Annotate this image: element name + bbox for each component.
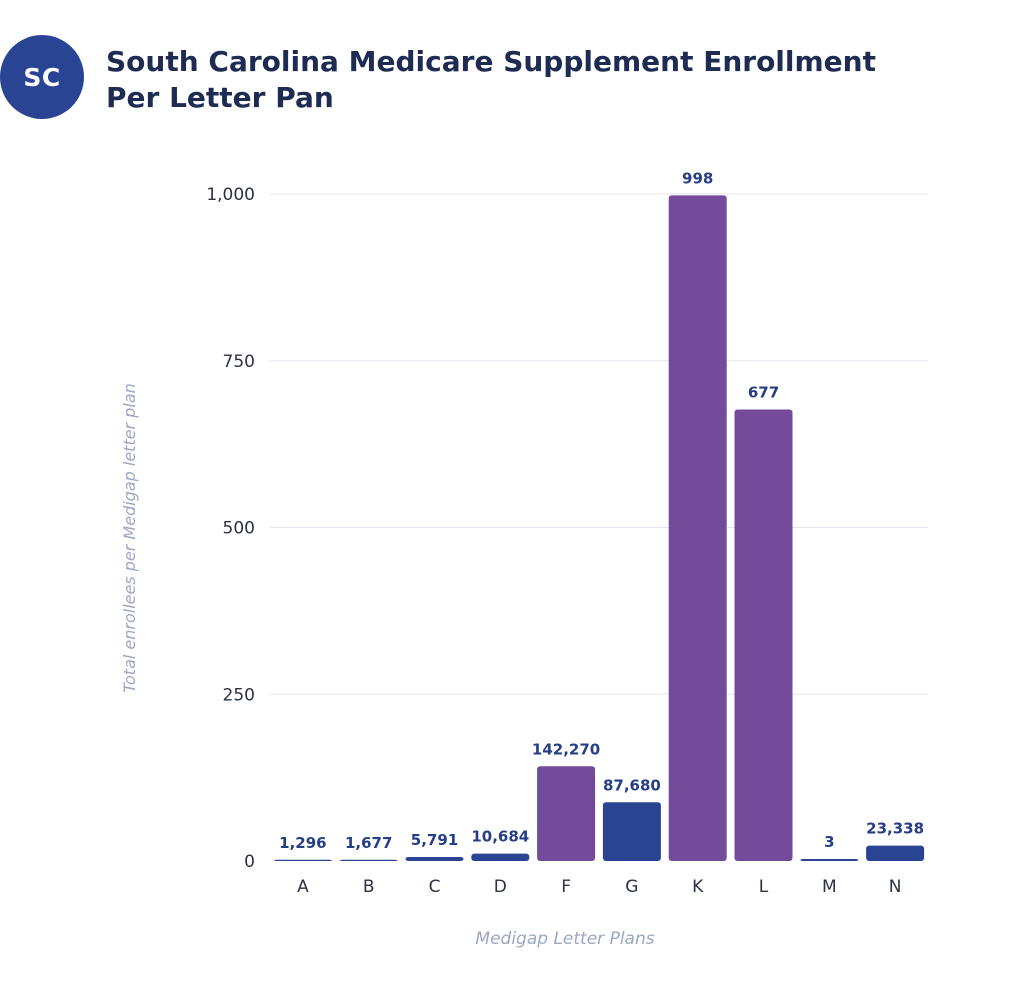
data-label-a: 1,296 bbox=[279, 834, 326, 852]
x-tick-label: A bbox=[297, 877, 309, 897]
data-label-f: 142,270 bbox=[532, 740, 600, 758]
y-tick-label: 1,000 bbox=[206, 185, 255, 205]
y-tick-label: 0 bbox=[244, 852, 255, 872]
state-badge: SC bbox=[0, 35, 84, 119]
x-tick-label: K bbox=[692, 877, 704, 897]
data-label-b: 1,677 bbox=[345, 834, 392, 852]
y-tick-label: 500 bbox=[223, 519, 255, 539]
x-axis-title: Medigap Letter Plans bbox=[475, 929, 654, 949]
x-tick-label: N bbox=[889, 877, 902, 897]
bar-l bbox=[734, 409, 793, 861]
bar-k bbox=[668, 195, 727, 862]
chart-title-line-1: South Carolina Medicare Supplement Enrol… bbox=[106, 45, 876, 78]
x-tick-label: D bbox=[494, 877, 507, 897]
data-label-k: 998 bbox=[682, 169, 713, 187]
data-label-l: 677 bbox=[748, 383, 779, 401]
y-tick-label: 750 bbox=[223, 352, 255, 372]
chart-title: South Carolina Medicare Supplement Enrol… bbox=[106, 44, 966, 116]
data-label-c: 5,791 bbox=[411, 831, 458, 849]
bar-c bbox=[405, 856, 464, 861]
x-tick-label: M bbox=[822, 877, 837, 897]
x-tick-label: B bbox=[363, 877, 375, 897]
y-axis-title: Total enrollees per Medigap letter plan bbox=[120, 383, 139, 693]
data-label-d: 10,684 bbox=[471, 828, 529, 846]
x-tick-label: G bbox=[625, 877, 638, 897]
x-tick-label: F bbox=[561, 877, 571, 897]
bar-a bbox=[273, 859, 332, 861]
data-label-m: 3 bbox=[824, 833, 834, 851]
y-axis-ticks: 0 250 500 750 1,000 bbox=[206, 185, 255, 872]
x-tick-label: L bbox=[759, 877, 769, 897]
bars bbox=[273, 195, 925, 862]
bar-m bbox=[800, 858, 859, 861]
chart-title-line-2: Per Letter Pan bbox=[106, 81, 334, 114]
bar-f bbox=[537, 766, 596, 861]
bar-n bbox=[866, 845, 925, 861]
bar-b bbox=[339, 859, 398, 861]
data-label-g: 87,680 bbox=[603, 776, 661, 794]
bar-g bbox=[602, 802, 661, 861]
gridlines bbox=[270, 193, 928, 695]
data-label-n: 23,338 bbox=[866, 820, 924, 838]
bar-d bbox=[471, 853, 530, 861]
x-tick-label: C bbox=[429, 877, 441, 897]
y-tick-label: 250 bbox=[223, 685, 255, 705]
